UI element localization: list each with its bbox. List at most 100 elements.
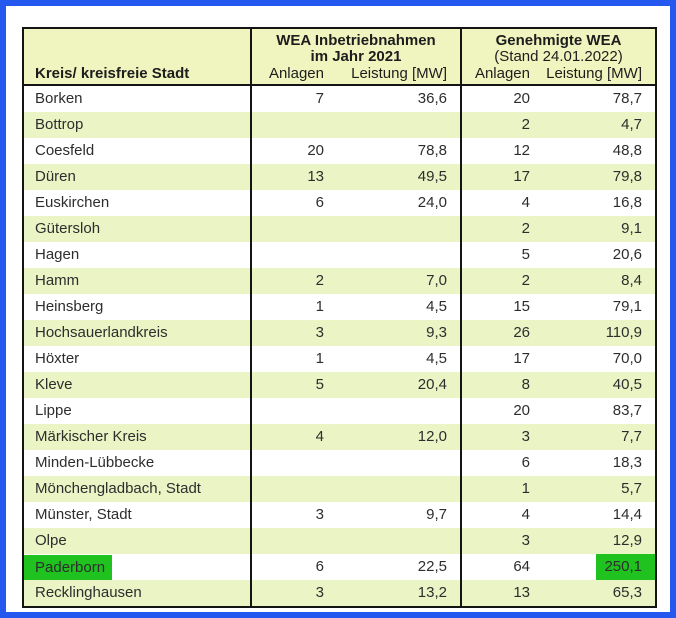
- leistung-genehmigt-cell: 78,7: [612, 90, 642, 107]
- leistung-2021-cell: [334, 528, 460, 554]
- leistung-genehmigt-cell: 70,0: [612, 350, 642, 367]
- anlagen-genehmigt-cell: 17: [460, 164, 540, 190]
- anlagen-2021-cell: 20: [250, 138, 334, 164]
- leistung-genehmigt-cell: 40,5: [612, 376, 642, 393]
- leistung-2021-cell: [334, 398, 460, 424]
- anlagen-genehmigt-cell: 4: [460, 502, 540, 528]
- col-anlagen-2021: Anlagen: [268, 65, 324, 82]
- leistung-2021-cell: 12,0: [417, 428, 447, 445]
- kreis-cell: Borken: [35, 90, 83, 107]
- kreis-cell: Heinsberg: [35, 298, 104, 315]
- table-row-hamm: Hamm 2 7,0 2 8,4: [24, 268, 655, 294]
- kreis-cell: Coesfeld: [35, 142, 95, 159]
- leistung-genehmigt-cell: 65,3: [612, 584, 642, 601]
- table-row-heinsberg: Heinsberg 1 4,5 15 79,1: [24, 294, 655, 320]
- group-genehmigt-title: Genehmigte WEA: [495, 32, 622, 49]
- kreis-cell: Euskirchen: [35, 194, 110, 211]
- header-kreis-column: Kreis/ kreisfreie Stadt: [24, 29, 250, 86]
- anlagen-2021-cell: 3: [250, 320, 334, 346]
- kreis-cell: Hochsauerlandkreis: [35, 324, 168, 341]
- leistung-2021-cell: 49,5: [417, 168, 447, 185]
- leistung-2021-cell: [334, 476, 460, 502]
- table-row-mönchengladbach-stadt: Mönchengladbach, Stadt 1 5,7: [24, 476, 655, 502]
- anlagen-genehmigt-cell: 3: [460, 424, 540, 450]
- leistung-2021-cell: [334, 242, 460, 268]
- kreis-cell: Düren: [35, 168, 76, 185]
- kreis-column-label: Kreis/ kreisfreie Stadt: [35, 65, 190, 82]
- leistung-2021-cell: 24,0: [417, 194, 447, 211]
- anlagen-genehmigt-cell: 6: [460, 450, 540, 476]
- table-row-kleve: Kleve 5 20,4 8 40,5: [24, 372, 655, 398]
- anlagen-2021-cell: [250, 528, 334, 554]
- leistung-2021-cell: 7,0: [426, 272, 447, 289]
- anlagen-2021-cell: 1: [250, 294, 334, 320]
- leistung-genehmigt-cell: 83,7: [612, 402, 642, 419]
- wea-table: Kreis/ kreisfreie Stadt WEA Inbetriebnah…: [22, 27, 657, 608]
- anlagen-2021-cell: 6: [250, 554, 334, 580]
- kreis-cell: Olpe: [35, 532, 67, 549]
- kreis-cell: Lippe: [35, 402, 72, 419]
- leistung-2021-cell: 9,7: [426, 506, 447, 523]
- leistung-2021-cell: [334, 112, 460, 138]
- leistung-2021-cell: 36,6: [417, 90, 447, 107]
- table-row-borken: Borken 7 36,6 20 78,7: [24, 86, 655, 112]
- anlagen-genehmigt-cell: 8: [460, 372, 540, 398]
- col-leistung-2021: Leistung [MW]: [351, 65, 447, 82]
- anlagen-genehmigt-cell: 64: [460, 554, 540, 580]
- header-group-inbetriebnahmen-2021: WEA Inbetriebnahmen im Jahr 2021 Anlagen…: [250, 29, 460, 86]
- anlagen-2021-cell: 13: [250, 164, 334, 190]
- kreis-cell: Hagen: [35, 246, 80, 263]
- leistung-genehmigt-cell: 16,8: [612, 194, 642, 211]
- anlagen-genehmigt-cell: 20: [460, 86, 540, 112]
- anlagen-2021-cell: 4: [250, 424, 334, 450]
- table-row-höxter: Höxter 1 4,5 17 70,0: [24, 346, 655, 372]
- anlagen-2021-cell: 6: [250, 190, 334, 216]
- table-row-düren: Düren 13 49,5 17 79,8: [24, 164, 655, 190]
- anlagen-genehmigt-cell: 1: [460, 476, 540, 502]
- anlagen-2021-cell: [250, 216, 334, 242]
- table-row-bottrop: Bottrop 2 4,7: [24, 112, 655, 138]
- group-genehmigt-stand-date: (Stand 24.01.2022): [494, 48, 623, 65]
- anlagen-2021-cell: 5: [250, 372, 334, 398]
- leistung-genehmigt-cell: 4,7: [621, 116, 642, 133]
- leistung-2021-cell: [334, 216, 460, 242]
- anlagen-2021-cell: [250, 450, 334, 476]
- anlagen-genehmigt-cell: 5: [460, 242, 540, 268]
- kreis-cell: Mönchengladbach, Stadt: [35, 480, 201, 497]
- leistung-2021-cell: 22,5: [417, 558, 447, 575]
- kreis-cell: Hamm: [35, 272, 80, 289]
- leistung-genehmigt-cell: 7,7: [621, 428, 642, 445]
- table-row-minden-lübbecke: Minden-Lübbecke 6 18,3: [24, 450, 655, 476]
- leistung-genehmigt-cell: 48,8: [612, 142, 642, 159]
- anlagen-genehmigt-cell: 20: [460, 398, 540, 424]
- table-row-münster-stadt: Münster, Stadt 3 9,7 4 14,4: [24, 502, 655, 528]
- table-row-paderborn: Paderborn 6 22,5 64 250,1: [24, 554, 655, 580]
- table-row-euskirchen: Euskirchen 6 24,0 4 16,8: [24, 190, 655, 216]
- header-group-genehmigte-wea: Genehmigte WEA (Stand 24.01.2022) Anlage…: [460, 29, 655, 86]
- table-row-lippe: Lippe 20 83,7: [24, 398, 655, 424]
- table-row-hochsauerlandkreis: Hochsauerlandkreis 3 9,3 26 110,9: [24, 320, 655, 346]
- anlagen-2021-cell: 7: [250, 86, 334, 112]
- kreis-cell: Märkischer Kreis: [35, 428, 147, 445]
- table-header: Kreis/ kreisfreie Stadt WEA Inbetriebnah…: [24, 29, 655, 86]
- leistung-2021-cell: [334, 450, 460, 476]
- leistung-genehmigt-cell: 8,4: [621, 272, 642, 289]
- table-body: Borken 7 36,6 20 78,7 Bottrop 2 4,7 Coesfeld 20 78…: [24, 86, 655, 606]
- table-row-recklinghausen: Recklinghausen 3 13,2 13 65,3: [24, 580, 655, 606]
- leistung-2021-cell: 4,5: [426, 298, 447, 315]
- highlight-leistung-genehmigt-cell: 250,1: [596, 554, 655, 580]
- leistung-genehmigt-cell: 18,3: [612, 454, 642, 471]
- kreis-cell: Höxter: [35, 350, 80, 367]
- group-2021-title-line2: im Jahr 2021: [310, 48, 402, 65]
- table-row-coesfeld: Coesfeld 20 78,8 12 48,8: [24, 138, 655, 164]
- anlagen-genehmigt-cell: 15: [460, 294, 540, 320]
- leistung-genehmigt-cell: 79,1: [612, 298, 642, 315]
- anlagen-2021-cell: 3: [250, 502, 334, 528]
- leistung-2021-cell: 13,2: [417, 584, 447, 601]
- highlight-kreis-cell: Paderborn: [24, 555, 113, 580]
- anlagen-2021-cell: 3: [250, 580, 334, 606]
- anlagen-genehmigt-cell: 12: [460, 138, 540, 164]
- group-2021-subheaders: Anlagen Leistung [MW]: [252, 65, 460, 86]
- group-genehmigt-subheaders: Anlagen Leistung [MW]: [462, 65, 655, 86]
